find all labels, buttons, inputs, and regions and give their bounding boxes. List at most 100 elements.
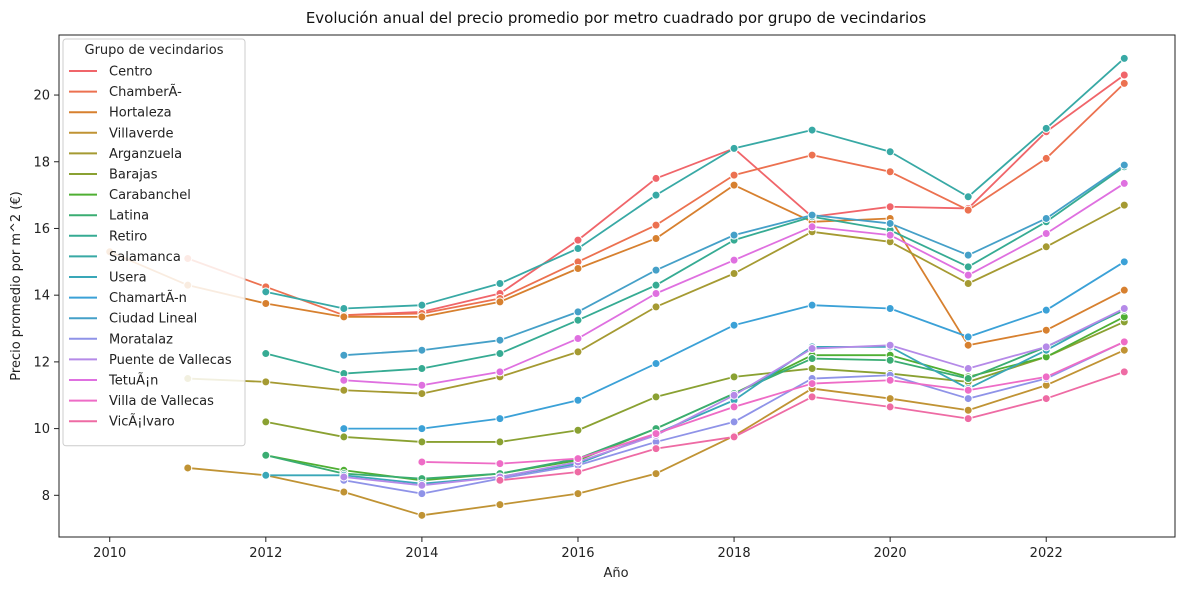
data-point — [963, 374, 973, 384]
data-point — [573, 334, 583, 344]
series-group — [417, 337, 1129, 469]
x-tick-label: 2022 — [1030, 546, 1063, 561]
x-tick-label: 2020 — [874, 546, 907, 561]
series-line — [265, 166, 1125, 375]
legend-entry: Villaverde — [109, 126, 173, 141]
data-point — [729, 372, 739, 382]
y-tick-label: 16 — [33, 222, 50, 237]
data-point — [963, 364, 973, 374]
data-point — [729, 255, 739, 265]
y-tick-label: 8 — [42, 489, 50, 504]
data-point — [495, 278, 505, 288]
data-point — [339, 312, 349, 322]
data-point — [261, 450, 271, 460]
data-point — [963, 205, 973, 215]
series-line — [265, 321, 1125, 443]
data-point — [1041, 305, 1051, 315]
data-point — [417, 457, 427, 467]
data-point — [1041, 153, 1051, 163]
data-point — [807, 344, 817, 354]
series-group — [339, 178, 1129, 390]
data-point — [495, 459, 505, 469]
data-point — [261, 299, 271, 309]
data-point — [729, 402, 739, 412]
data-point — [1119, 53, 1129, 63]
data-point — [651, 280, 661, 290]
legend-entry: TetuÃ¡n — [108, 373, 158, 389]
data-point — [651, 265, 661, 275]
data-point — [417, 437, 427, 447]
data-point — [495, 367, 505, 377]
data-point — [1119, 178, 1129, 188]
legend-entry: Carabanchel — [109, 188, 191, 203]
data-point — [651, 220, 661, 230]
legend-entry: Salamanca — [109, 250, 181, 265]
legend-entry: Ciudad Lineal — [109, 312, 197, 327]
y-tick-label: 20 — [33, 89, 50, 104]
data-point — [1041, 394, 1051, 404]
data-point — [651, 359, 661, 369]
data-point — [651, 233, 661, 243]
data-point — [807, 364, 817, 374]
x-tick-label: 2018 — [718, 546, 751, 561]
data-point — [1119, 257, 1129, 267]
legend-entry: Latina — [109, 209, 149, 224]
data-point — [885, 375, 895, 385]
data-point — [495, 475, 505, 485]
data-point — [339, 432, 349, 442]
data-point — [1119, 78, 1129, 88]
series-line — [265, 309, 1125, 480]
data-point — [1119, 285, 1129, 295]
data-point — [885, 167, 895, 177]
data-point — [1041, 372, 1051, 382]
legend-entry: Hortaleza — [109, 106, 172, 121]
y-axis-title: Precio promedio por m^2 (€) — [9, 191, 24, 380]
legend-entry: Villa de Vallecas — [109, 394, 214, 409]
data-point — [729, 417, 739, 427]
data-point — [651, 190, 661, 200]
y-tick-label: 18 — [33, 155, 50, 170]
legend-entry: Puente de Vallecas — [109, 353, 232, 368]
data-point — [495, 335, 505, 345]
y-tick-label: 14 — [33, 289, 50, 304]
data-point — [339, 385, 349, 395]
data-point — [963, 192, 973, 202]
data-point — [495, 349, 505, 359]
data-point — [183, 463, 193, 473]
data-point — [807, 150, 817, 160]
data-point — [1119, 345, 1129, 355]
data-point — [885, 147, 895, 157]
data-point — [495, 437, 505, 447]
data-point — [807, 222, 817, 232]
data-point — [573, 489, 583, 499]
data-point — [495, 500, 505, 510]
legend-title: Grupo de vecindarios — [85, 43, 224, 58]
data-point — [807, 210, 817, 220]
data-point — [729, 230, 739, 240]
series-group — [261, 304, 1129, 489]
data-point — [339, 424, 349, 434]
data-point — [339, 350, 349, 360]
data-point — [885, 218, 895, 228]
data-point — [1041, 123, 1051, 133]
data-point — [573, 263, 583, 273]
data-point — [807, 379, 817, 389]
data-point — [651, 444, 661, 454]
series-group — [339, 70, 1129, 320]
series-group — [261, 53, 1129, 314]
series-line — [265, 57, 1125, 310]
legend-entry: Arganzuela — [109, 147, 182, 162]
data-point — [417, 480, 427, 490]
data-point — [651, 173, 661, 183]
series-line — [265, 316, 1125, 482]
legend-entry: Moratalaz — [109, 332, 173, 347]
data-point — [963, 278, 973, 288]
data-point — [963, 394, 973, 404]
data-point — [963, 262, 973, 272]
data-point — [963, 340, 973, 350]
x-tick-label: 2010 — [93, 546, 126, 561]
series-line — [343, 74, 1125, 317]
x-tick-label: 2012 — [249, 546, 282, 561]
